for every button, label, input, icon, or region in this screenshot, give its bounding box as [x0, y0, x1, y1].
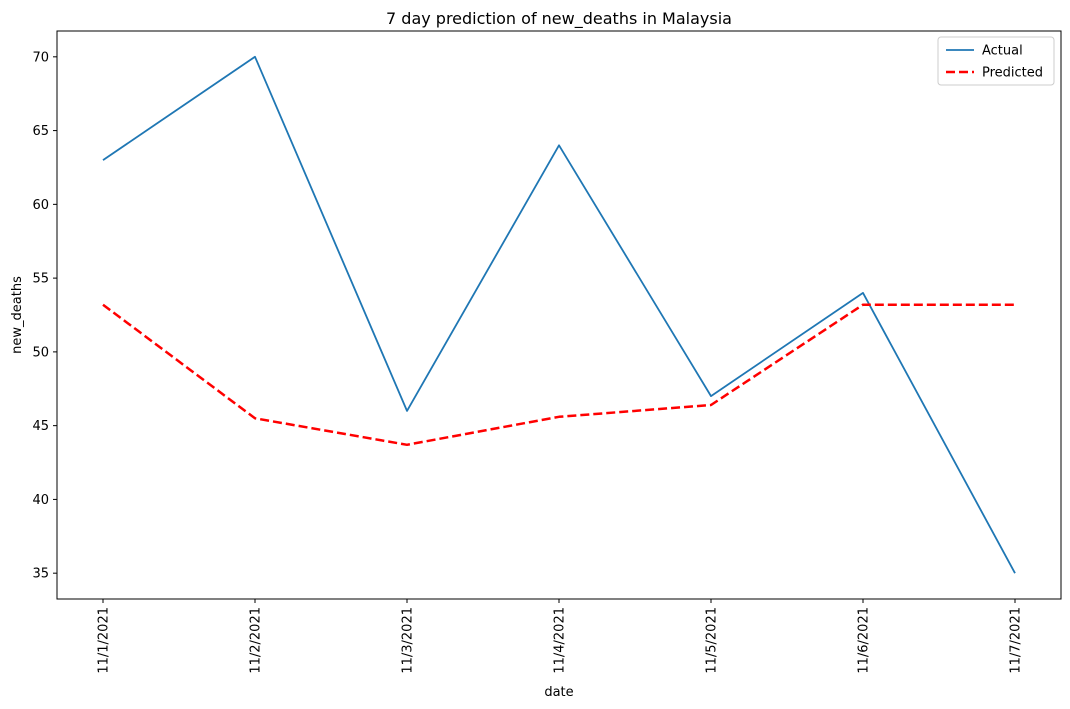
x-tick-label: 11/2/2021 — [249, 607, 264, 674]
chart-title: 7 day prediction of new_deaths in Malays… — [386, 9, 732, 29]
plot-area — [56, 30, 1062, 600]
series-layer — [102, 55, 1016, 574]
x-tick-label: 11/6/2021 — [857, 607, 872, 674]
y-tick-label: 35 — [32, 567, 49, 582]
y-tick-label: 45 — [32, 419, 49, 434]
y-tick-label: 40 — [32, 493, 49, 508]
y-axis-label: new_deaths — [10, 276, 25, 354]
x-tick-label: 11/4/2021 — [553, 607, 568, 674]
legend-label-actual: Actual — [982, 44, 1023, 59]
y-tick-label: 50 — [32, 345, 49, 360]
x-tick-label: 11/5/2021 — [705, 607, 720, 674]
x-axis-label: date — [544, 685, 573, 700]
y-tick-label: 55 — [32, 272, 49, 287]
x-tick-label: 11/7/2021 — [1009, 607, 1024, 674]
series-line-predicted — [102, 303, 1015, 447]
x-axis: 11/1/2021 11/2/2021 11/3/2021 11/4/2021 11/5… — [97, 599, 1024, 674]
series-line-actual — [102, 55, 1016, 574]
x-tick-label: 11/3/2021 — [401, 607, 416, 674]
y-tick-label: 65 — [32, 124, 49, 139]
legend-label-predicted: Predicted — [982, 66, 1043, 81]
y-tick-label: 60 — [32, 198, 49, 213]
x-tick-label: 11/1/2021 — [97, 607, 112, 674]
legend: Actual Predicted — [937, 36, 1055, 86]
y-tick-label: 70 — [32, 50, 49, 65]
y-axis: 35 40 45 50 55 60 65 70 — [32, 50, 57, 582]
